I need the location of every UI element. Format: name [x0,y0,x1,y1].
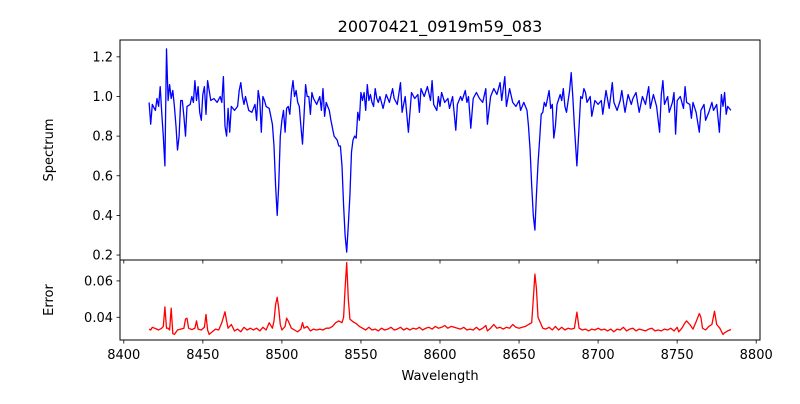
bottom-ylabel: Error [42,284,57,316]
spectrum-ytick-label: 1.0 [92,90,113,105]
top-ylabel: Spectrum [42,119,57,182]
error-axes: 0.04 0.06 8400 8450 8500 8550 8600 8650 8700 8750… [84,259,773,363]
spectrum-ytick-label: 1.2 [92,50,113,65]
xlabel: Wavelength [401,369,478,384]
error-axes-frame [119,259,761,341]
xtick-label: 8750 [661,348,694,363]
spectrum-axes-frame [119,39,761,261]
spectrum-ytick-label: 0.8 [92,130,113,145]
xtick-label: 8400 [107,348,140,363]
spectrum-ytick-label: 0.6 [92,169,113,184]
xtick-label: 8800 [740,348,773,363]
spectrum-axes: 0.2 0.4 0.6 0.8 1.0 1.2 [92,39,761,264]
xtick-label: 8550 [344,348,377,363]
error-ytick-label: 0.04 [84,311,113,326]
spectrum-series-line [148,48,732,253]
spectrum-ytick-label: 0.2 [92,249,113,264]
xtick-label: 8700 [582,348,615,363]
error-series-line [148,262,732,336]
xtick-label: 8600 [423,348,456,363]
chart-title: 20070421_0919m59_083 [338,17,543,37]
xtick-label: 8500 [265,348,298,363]
xtick-label: 8450 [186,348,219,363]
spectrum-ytick-label: 0.4 [92,209,113,224]
error-ytick-label: 0.06 [84,274,113,289]
xtick-label: 8650 [503,348,536,363]
